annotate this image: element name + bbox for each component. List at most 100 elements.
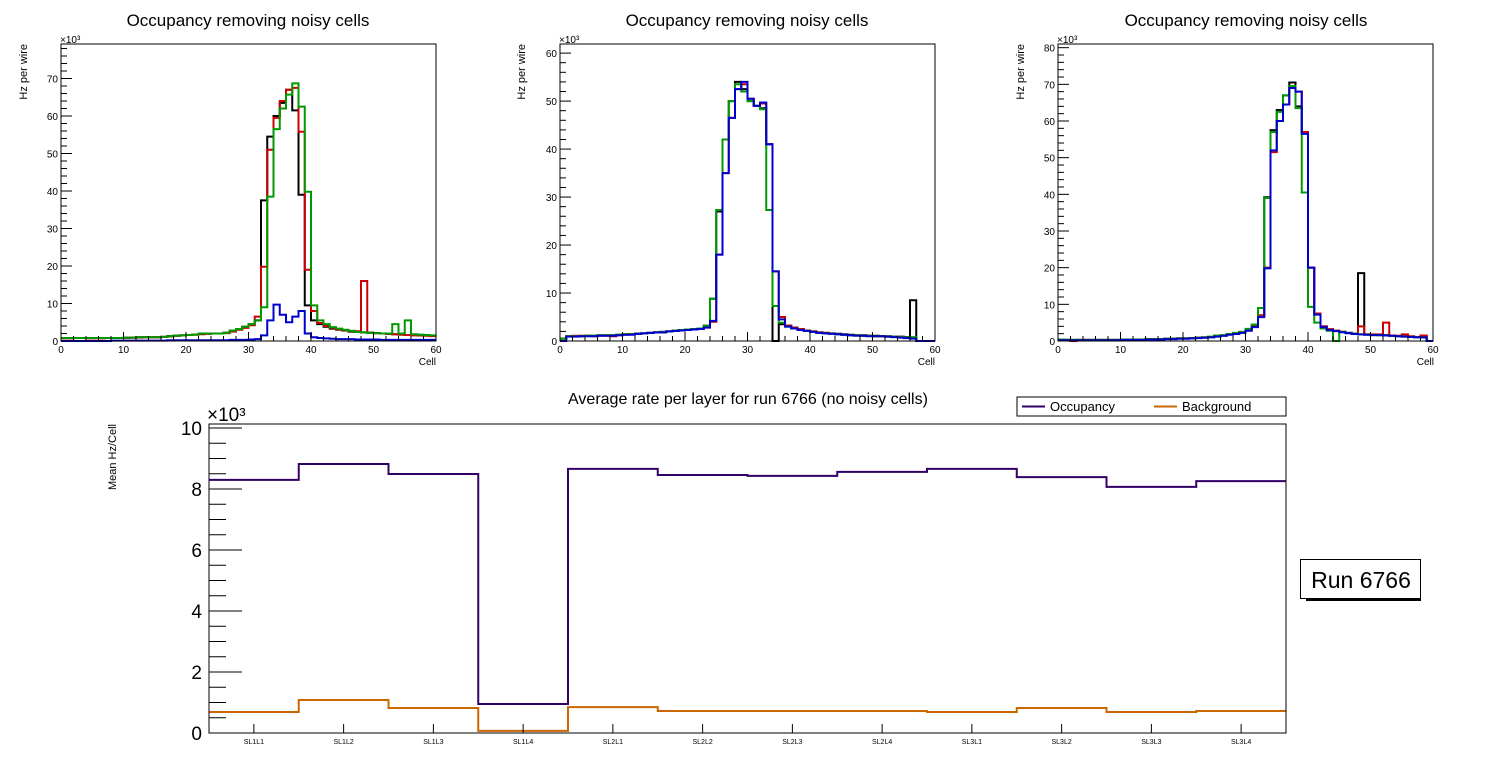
average-rate-y-tick-label: 8 <box>191 480 202 501</box>
average-rate-x-tick-label: SL1L3 <box>423 739 443 746</box>
panel-3-series-blue <box>1058 87 1433 342</box>
panel-3-y-tick-label: 40 <box>1044 190 1056 201</box>
average-rate-y-tick-label: 4 <box>191 602 202 623</box>
occupancy-panel-1: Occupancy removing noisy cells Hz per wi… <box>18 11 442 368</box>
panel-1-y-multiplier: ×10³ <box>60 35 81 46</box>
panel-2-y-tick-label: 40 <box>546 145 558 156</box>
panel-1-y-tick-label: 70 <box>47 75 59 86</box>
panel-3-x-tick-label: 60 <box>1427 345 1439 356</box>
panel-2-series-red <box>560 83 935 342</box>
panel-3-y-tick-label: 30 <box>1044 227 1056 238</box>
panel-2-y-axis-label: Hz per wire <box>516 44 528 100</box>
average-rate-panel: Average rate per layer for run 6766 (no … <box>107 391 1421 746</box>
average-rate-x-tick-label: SL3L2 <box>1052 739 1072 746</box>
panel-2-x-tick-label: 10 <box>617 345 629 356</box>
panel-1-y-tick-label: 10 <box>47 300 59 311</box>
panel-2-x-tick-label: 50 <box>867 345 879 356</box>
panel-3-x-tick-label: 40 <box>1302 345 1314 356</box>
legend-occupancy-label: Occupancy <box>1050 399 1116 414</box>
average-rate-y-tick-label: 10 <box>181 419 202 440</box>
average-rate-x-tick-label: SL3L1 <box>962 739 982 746</box>
panel-3-frame <box>1057 43 1434 342</box>
panel-1-x-tick-label: 10 <box>118 345 130 356</box>
panel-3-x-tick-label: 20 <box>1177 345 1189 356</box>
average-rate-y-tick-label: 6 <box>191 541 202 562</box>
average-rate-x-tick-label: SL3L4 <box>1231 739 1251 746</box>
panel-2-x-tick-label: 0 <box>557 345 563 356</box>
average-rate-x-tick-label: SL2L2 <box>693 739 713 746</box>
panel-3-title: Occupancy removing noisy cells <box>1125 11 1368 30</box>
run-annotation-text: Run 6766 <box>1311 567 1411 593</box>
panel-2-x-tick-label: 60 <box>929 345 941 356</box>
panel-1-y-tick-label: 50 <box>47 150 59 161</box>
panel-1-frame <box>60 43 437 342</box>
panel-1-y-tick-label: 0 <box>52 337 58 348</box>
panel-2-y-tick-label: 50 <box>546 97 558 108</box>
panel-2-x-tick-label: 30 <box>742 345 754 356</box>
panel-1-y-axis-label: Hz per wire <box>18 44 30 100</box>
panel-3-x-tick-label: 50 <box>1365 345 1377 356</box>
run-annotation: Run 6766 <box>1300 559 1421 601</box>
panel-2-series-blue <box>560 80 935 342</box>
panel-1-y-tick-label: 60 <box>47 112 59 123</box>
occupancy-panel-3: Occupancy removing noisy cells Hz per wi… <box>1015 11 1439 368</box>
panel-1-x-tick-label: 0 <box>58 345 64 356</box>
panel-2-x-tick-label: 20 <box>679 345 691 356</box>
panel-1-x-axis-label: Cell <box>419 357 436 368</box>
panel-3-y-tick-label: 70 <box>1044 80 1056 91</box>
panel-1-series-red <box>61 86 436 340</box>
panel-3-x-tick-label: 30 <box>1240 345 1252 356</box>
panel-1-title: Occupancy removing noisy cells <box>127 11 370 30</box>
panel-1-series-black <box>61 88 436 339</box>
average-rate-title: Average rate per layer for run 6766 (no … <box>568 391 928 408</box>
panel-3-y-tick-label: 80 <box>1044 44 1056 55</box>
average-rate-x-tick-label: SL2L4 <box>872 739 892 746</box>
panel-1-x-tick-label: 30 <box>243 345 255 356</box>
panel-3-y-multiplier: ×10³ <box>1057 35 1078 46</box>
average-rate-y-axis-label: Mean Hz/Cell <box>107 424 119 490</box>
panel-3-y-tick-label: 20 <box>1044 264 1056 275</box>
average-rate-y-multiplier: ×10³ <box>207 405 246 426</box>
legend-background-label: Background <box>1182 399 1251 414</box>
panel-2-y-tick-label: 60 <box>546 49 558 60</box>
average-rate-x-tick-label: SL1L1 <box>244 739 264 746</box>
panel-2-series-black <box>560 80 935 342</box>
average-rate-x-tick-label: SL2L1 <box>603 739 623 746</box>
panel-2-title: Occupancy removing noisy cells <box>626 11 869 30</box>
average-rate-series-background <box>209 699 1286 732</box>
panel-2-x-axis-label: Cell <box>918 357 935 368</box>
panel-1-x-tick-label: 20 <box>180 345 192 356</box>
panel-2-y-tick-label: 10 <box>546 289 558 300</box>
panel-2-y-tick-label: 20 <box>546 241 558 252</box>
occupancy-panel-2: Occupancy removing noisy cells Hz per wi… <box>516 11 941 368</box>
panel-3-x-tick-label: 0 <box>1055 345 1061 356</box>
panel-3-y-tick-label: 10 <box>1044 300 1056 311</box>
panel-1-x-tick-label: 60 <box>430 345 442 356</box>
average-rate-x-tick-label: SL1L4 <box>513 739 533 746</box>
average-rate-x-tick-label: SL3L3 <box>1141 739 1161 746</box>
panel-3-y-axis-label: Hz per wire <box>1015 44 1027 100</box>
panel-3-x-axis-label: Cell <box>1417 357 1434 368</box>
panel-1-y-tick-label: 30 <box>47 225 59 236</box>
panel-1-series-green <box>61 82 436 339</box>
panel-3-y-tick-label: 50 <box>1044 154 1056 165</box>
panel-2-x-tick-label: 40 <box>804 345 816 356</box>
average-rate-x-tick-label: SL2L3 <box>782 739 802 746</box>
panel-3-y-tick-label: 60 <box>1044 117 1056 128</box>
panel-3-series-black <box>1058 81 1433 342</box>
panel-3-y-tick-label: 0 <box>1049 337 1055 348</box>
panel-2-y-tick-label: 0 <box>551 337 557 348</box>
average-rate-x-tick-label: SL1L2 <box>334 739 354 746</box>
panel-2-y-multiplier: ×10³ <box>559 35 580 46</box>
panel-1-x-tick-label: 50 <box>368 345 380 356</box>
panel-2-y-tick-label: 30 <box>546 193 558 204</box>
panel-3-series-green <box>1058 85 1433 342</box>
panel-1-y-tick-label: 40 <box>47 187 59 198</box>
panel-3-x-tick-label: 10 <box>1115 345 1127 356</box>
average-rate-frame <box>208 423 1287 734</box>
panel-3-series-red <box>1058 87 1433 342</box>
legend: Occupancy Background <box>1016 396 1287 417</box>
panel-1-x-tick-label: 40 <box>305 345 317 356</box>
average-rate-y-tick-label: 0 <box>191 724 202 745</box>
